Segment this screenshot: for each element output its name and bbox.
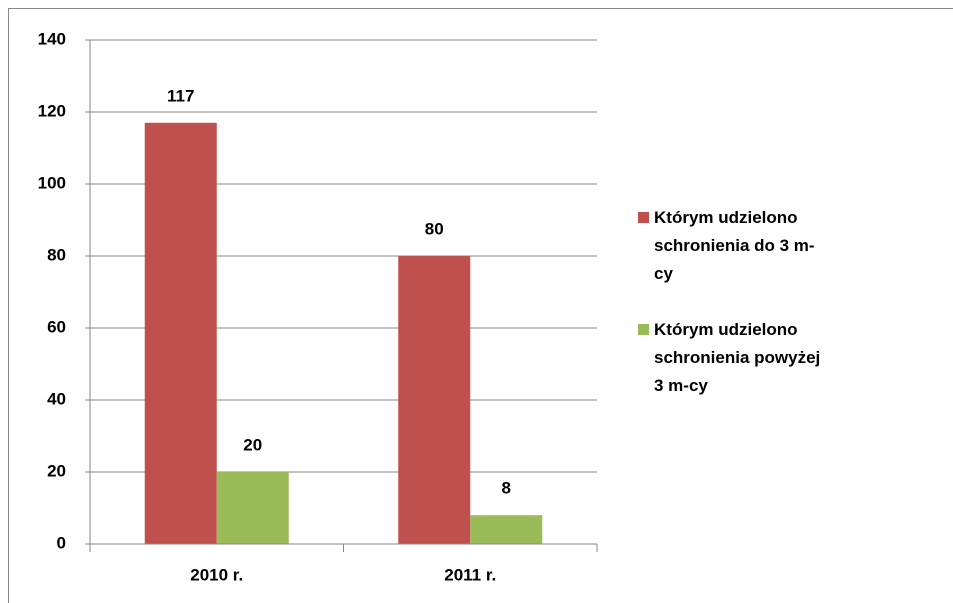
y-tick-label: 40	[47, 389, 66, 408]
y-tick-label: 100	[38, 173, 66, 192]
legend-entry: Którym udzielono schronienia powyżej 3 m…	[638, 316, 824, 400]
legend-entry: Którym udzielono schronienia do 3 m-cy	[638, 204, 824, 288]
y-tick-label: 80	[47, 245, 66, 264]
y-tick-label: 0	[57, 533, 66, 552]
bar	[216, 472, 289, 544]
x-tick-label: 2010 r.	[190, 565, 243, 584]
legend-label: Którym udzielono schronienia do 3 m-cy	[654, 208, 815, 283]
y-tick-label: 60	[47, 317, 66, 336]
x-tick-label: 2011 r.	[444, 565, 496, 584]
data-label: 20	[243, 435, 262, 454]
data-label: 80	[425, 219, 444, 238]
bar	[470, 515, 543, 544]
bar	[144, 122, 217, 545]
y-tick-label: 20	[47, 461, 66, 480]
y-tick-label: 120	[38, 101, 66, 120]
y-tick-label: 140	[38, 29, 66, 48]
legend-label: Którym udzielono schronienia powyżej 3 m…	[654, 320, 821, 395]
chart-border	[8, 8, 953, 603]
legend-swatch	[638, 212, 649, 223]
data-label: 8	[502, 479, 511, 498]
data-label: 117	[167, 86, 194, 105]
bar	[398, 256, 471, 544]
legend-swatch	[638, 324, 649, 335]
